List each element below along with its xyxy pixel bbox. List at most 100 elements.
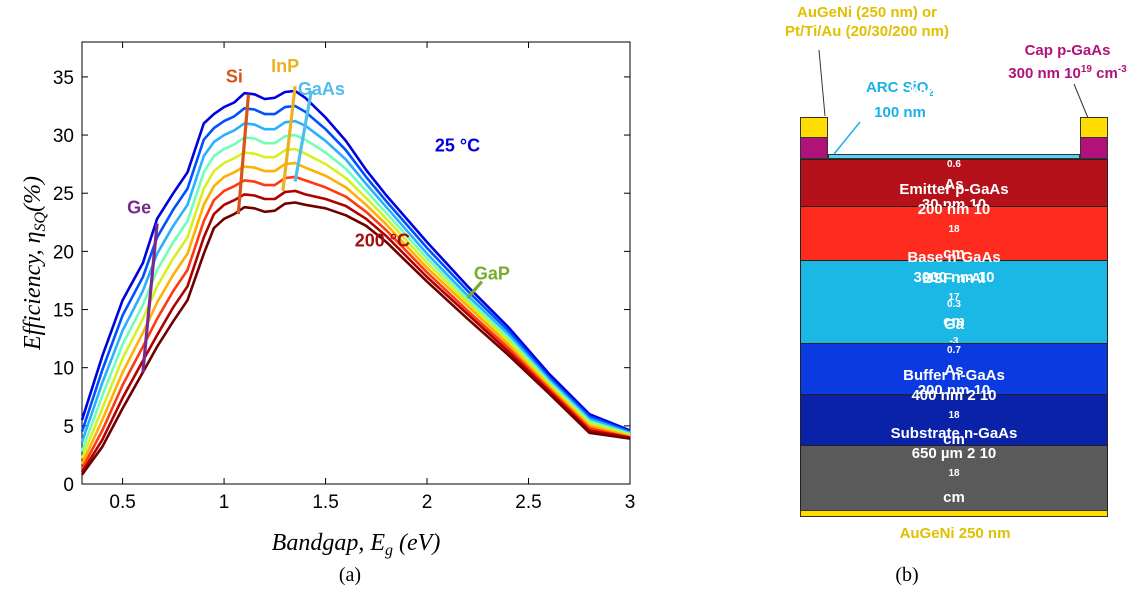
window-sub1: 0.4	[947, 113, 961, 124]
emitter-layer-name: Emitter p-GaAs	[899, 180, 1009, 198]
buffer-unit: cm	[943, 431, 965, 448]
series-line-2	[80, 119, 631, 443]
cap-label-line1: Cap p-GaAs	[1024, 42, 1111, 59]
panel-b-caption: (b)	[895, 564, 919, 586]
series-line-3	[80, 133, 631, 452]
material-marker-si	[236, 94, 251, 215]
arc-pointer-line	[833, 121, 861, 155]
x-tick-label: 2.5	[515, 492, 541, 513]
series-line-5	[80, 161, 631, 465]
left-cap	[800, 137, 828, 159]
panel-b: AuGeNi (250 nm) or Pt/Ti/Au (20/30/200 n…	[760, 0, 1141, 560]
y-tick-label: 5	[63, 417, 74, 438]
bsf-name-a: BSF n-Al	[922, 270, 986, 287]
arc-label: ARC SiO2 100 nm	[845, 78, 955, 122]
bottom-contact	[800, 510, 1108, 517]
base-layer: Base n-GaAs 3000 nm 10 17 cm -3	[800, 249, 1108, 347]
x-axis-label-sub: g	[385, 542, 393, 559]
material-label-inp: InP	[271, 56, 299, 76]
x-tick-label: 3	[625, 492, 636, 513]
base-thick: 3000 nm 10	[913, 269, 995, 286]
temperature-label-1: 200 °C	[355, 231, 410, 251]
top-contact-label-line2: Pt/Ti/Au (20/30/200 nm)	[785, 23, 949, 40]
window-name-a: Window p-Al	[908, 84, 1000, 101]
panel-a-caption: (a)	[338, 564, 362, 586]
base-unit: cm	[943, 313, 965, 330]
substrate-layer: Substrate n-GaAs 650 µm 2 10 18 cm -3	[800, 425, 1108, 523]
bsf-sub2: 0.7	[947, 345, 961, 356]
arc-material-sub: 2	[928, 88, 935, 99]
x-axis-label-prefix: Bandgap,	[272, 530, 371, 556]
y-tick-label: 30	[53, 126, 74, 147]
arc-label-line1: ARC SiO2	[865, 79, 935, 99]
cap-pointer	[1073, 83, 1089, 119]
arc-material: ARC SiO	[865, 79, 929, 96]
bsf-name-b: Ga	[943, 316, 964, 333]
x-axis-label-unit: (eV)	[393, 530, 440, 556]
series-line-6	[80, 175, 631, 470]
series-line-1	[80, 104, 631, 433]
buffer-layer-name: Buffer n-GaAs	[903, 367, 1005, 384]
cap-unit-exp: -3	[1117, 64, 1127, 75]
right-cap	[1080, 137, 1108, 159]
arc-label-line2: 100 nm	[874, 104, 926, 121]
top-contact-label-line1: AuGeNi (250 nm) or	[796, 4, 938, 21]
substrate-unit: cm	[943, 489, 965, 506]
y-axis-label-prefix: Efficiency,	[20, 243, 46, 351]
window-layer-name: Window p-Al 0.4 Ga 0.6 As	[801, 83, 1107, 195]
temperature-label-0: 25 °C	[435, 135, 480, 155]
series-line-4	[80, 147, 631, 459]
buffer-exp: 18	[948, 410, 960, 421]
material-marker-ge	[141, 223, 159, 373]
x-tick-label: 2	[422, 492, 433, 513]
substrate-thick: 650 µm 2 10	[911, 445, 997, 462]
y-axis-label-unit: (%)	[20, 176, 46, 212]
y-axis-label-sub: SQ	[32, 212, 49, 232]
cap-label-line2: 300 nm 1019 cm-3	[1008, 64, 1127, 82]
bottom-contact-label: AuGeNi 250 nm	[899, 525, 1011, 542]
substrate-unit-exp: -3	[949, 512, 959, 523]
material-marker-gap	[466, 280, 484, 299]
material-label-gaas: GaAs	[298, 79, 345, 99]
panel-a: 0.5 1 1.5 2 2.5 3 0 5 10 15 20 25 30 35 Bandgap, Eg (e…	[20, 41, 636, 586]
x-tick-label: 1.5	[312, 492, 338, 513]
material-label-gap: GaP	[474, 264, 510, 284]
y-tick-label: 25	[53, 184, 74, 205]
material-label-si: Si	[226, 66, 243, 86]
window-sub2: 0.6	[947, 159, 961, 170]
emitter-unit: cm	[943, 244, 965, 262]
window-name-c: As	[944, 176, 964, 193]
base-layer-spec: 3000 nm 10 17 cm -3	[801, 268, 1107, 356]
arc-pointer	[833, 121, 861, 155]
emitter-exp: 18	[948, 223, 960, 235]
x-tick-label: 1	[219, 492, 230, 513]
y-tick-label: 35	[53, 68, 74, 89]
contact-pointer	[818, 49, 826, 117]
y-tick-label: 15	[53, 301, 74, 322]
substrate-layer-spec: 650 µm 2 10 18 cm -3	[801, 444, 1107, 532]
cap-doping-exp: 19	[1080, 64, 1092, 75]
x-axis-label-symbol: E	[369, 530, 385, 556]
base-layer-name: Base n-GaAs	[907, 249, 1001, 266]
material-label-ge: Ge	[127, 197, 151, 217]
y-axis-label-symbol: η	[20, 232, 46, 244]
emitter-thick: 200 nm 10	[917, 200, 991, 218]
contact-pointer-line	[818, 49, 826, 117]
arc-layer	[828, 154, 1080, 159]
cap-doping: 300 nm 10	[1008, 65, 1081, 82]
top-contact-label: AuGeNi (250 nm) or Pt/Ti/Au (20/30/200 n…	[772, 3, 962, 41]
series-line-8	[80, 201, 631, 476]
material-marker-gaas	[293, 90, 313, 182]
y-tick-label: 10	[53, 359, 74, 380]
x-tick-label: 0.5	[109, 492, 135, 513]
series-line-0	[80, 89, 631, 432]
substrate-exp: 18	[948, 468, 960, 479]
buffer-thick: 400 nm 2 10	[911, 387, 997, 404]
y-tick-label: 0	[63, 475, 74, 496]
bsf-layer-name: BSF n-Al 0.3 Ga 0.7 As	[801, 269, 1107, 381]
bsf-name-c: As	[944, 362, 964, 379]
window-name-b: Ga	[943, 130, 964, 147]
y-axis-label: Efficiency, ηSQ(%)	[20, 176, 49, 351]
